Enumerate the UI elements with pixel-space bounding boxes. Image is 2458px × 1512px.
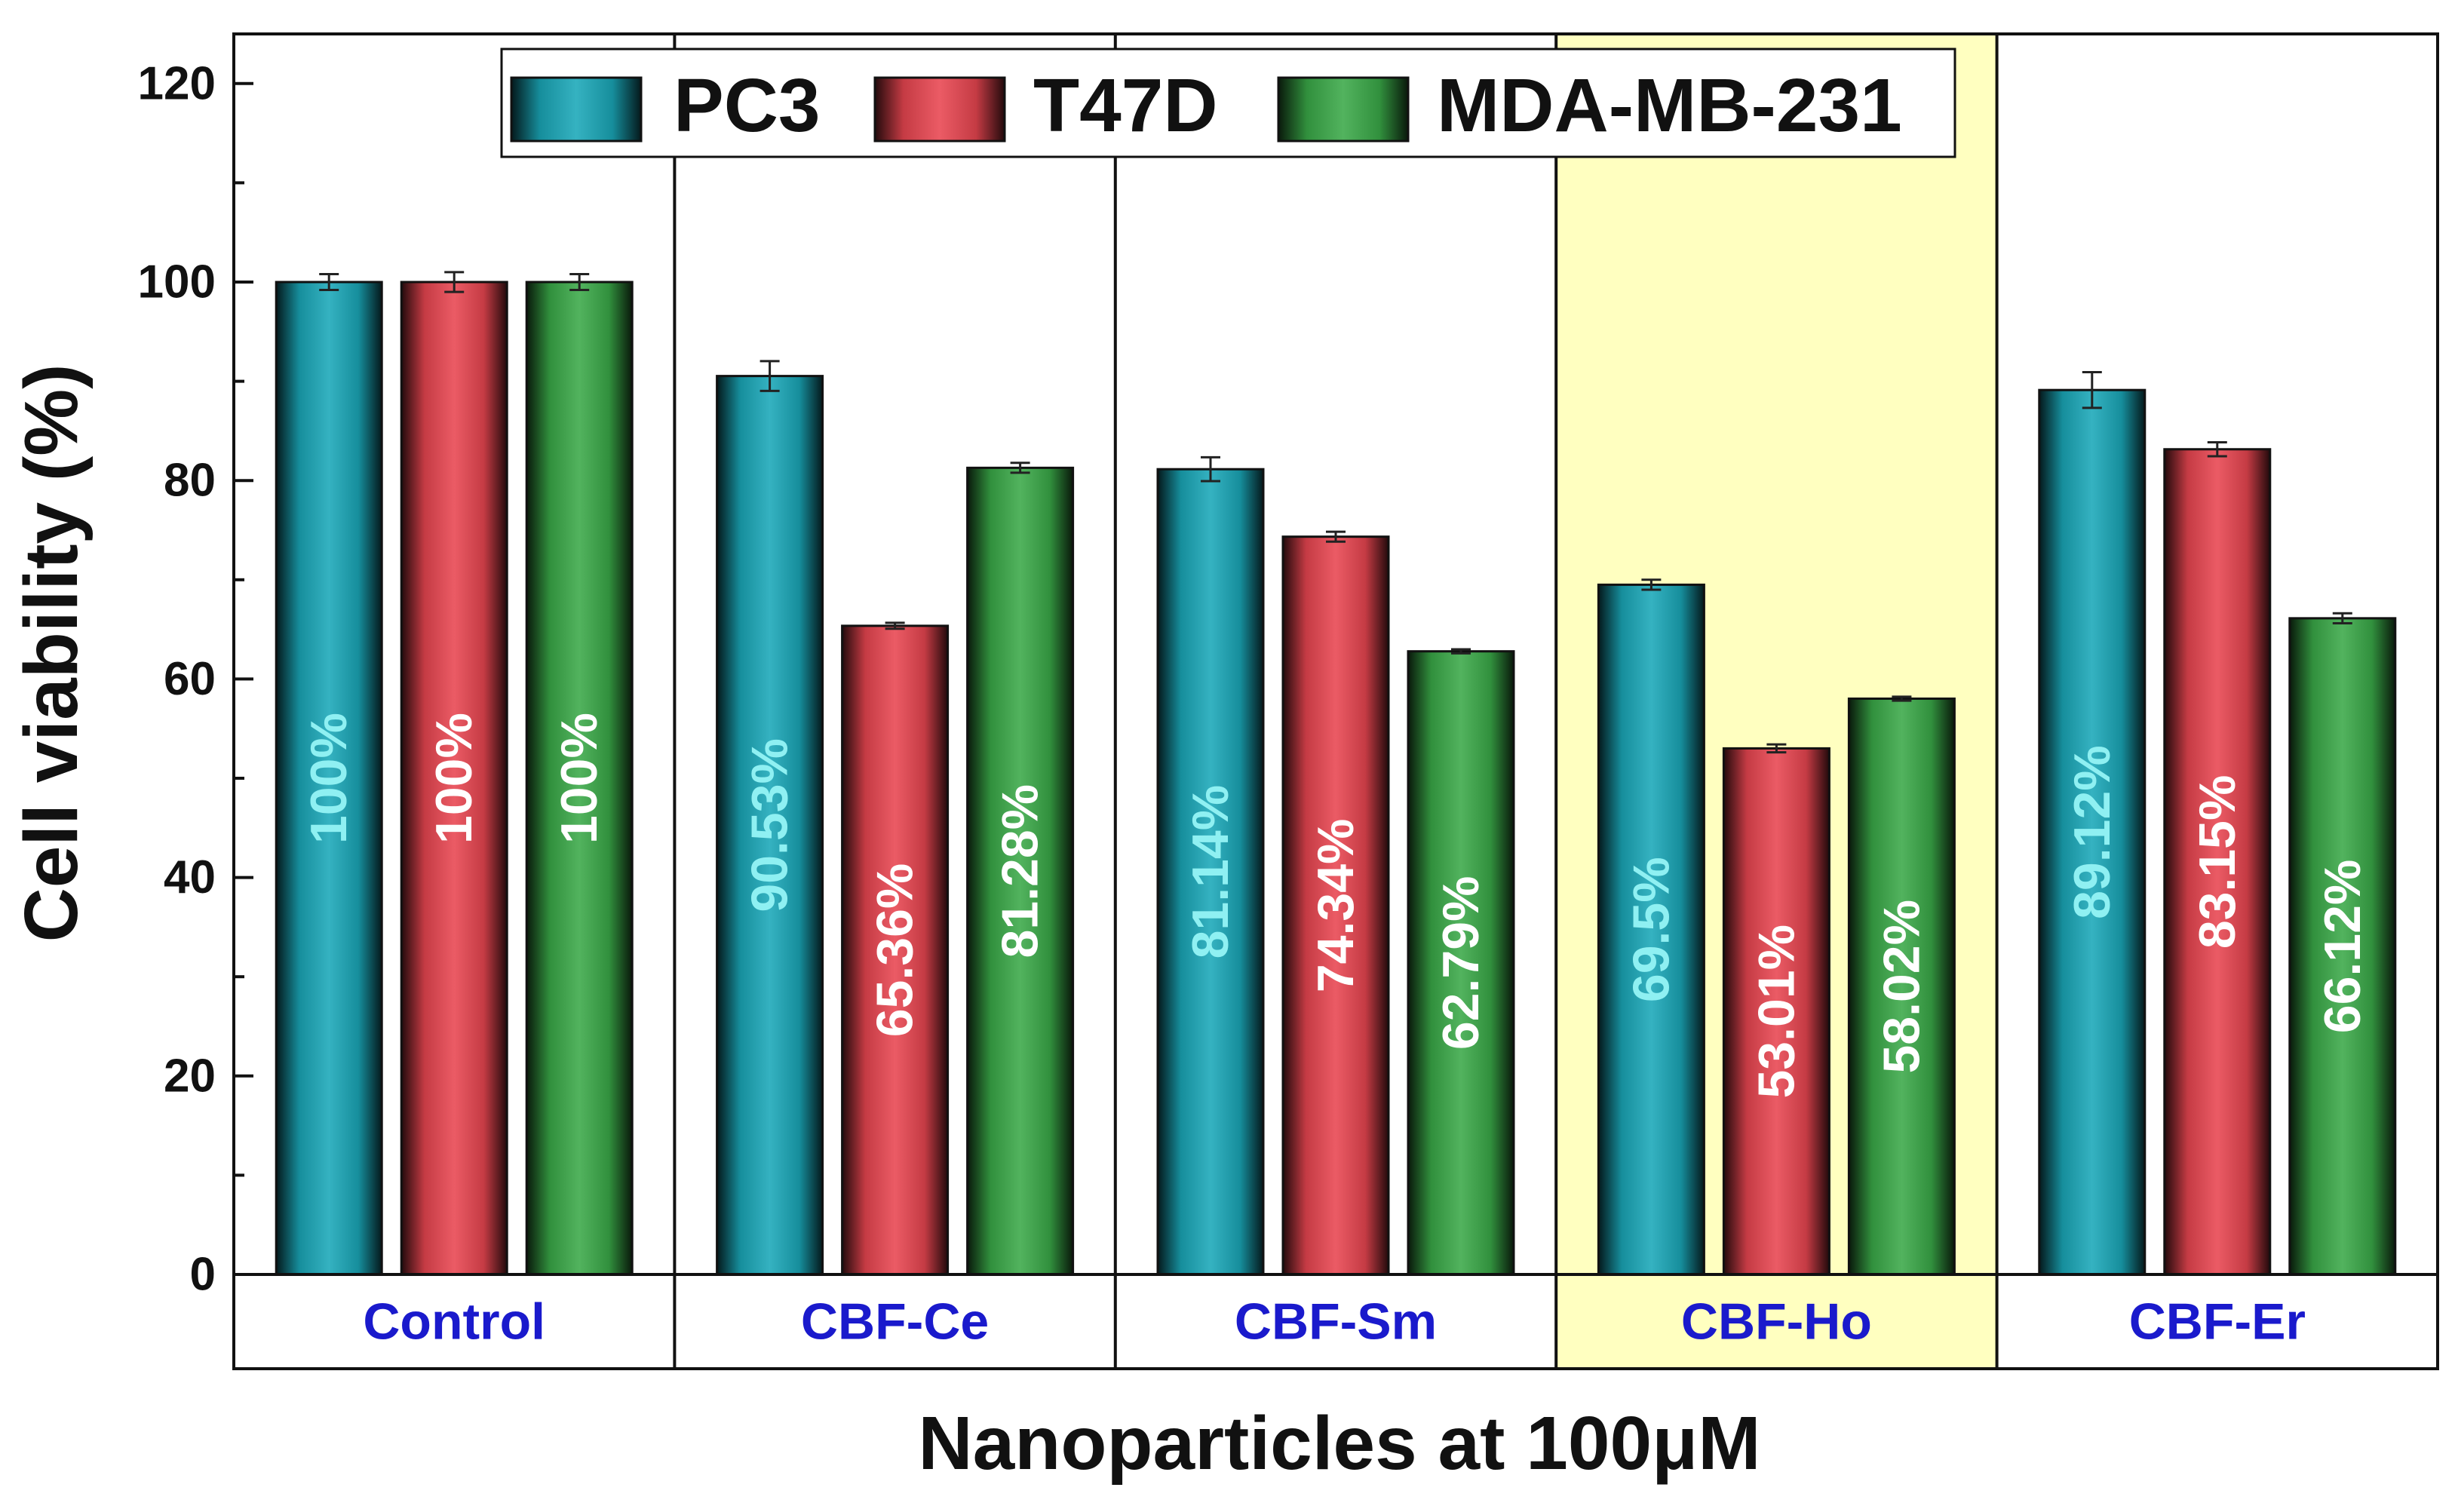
bar-value-label: 62.79%: [1432, 876, 1490, 1050]
legend-label-pc3: PC3: [674, 63, 821, 148]
legend: PC3 T47D MDA-MB-231: [500, 48, 1956, 158]
bar-pc3-control: [275, 281, 383, 1276]
legend-label-t47d: T47D: [1033, 63, 1218, 148]
bar-value-label: 69.5%: [1622, 857, 1680, 1002]
bar-value-label: 58.02%: [1873, 900, 1930, 1074]
category-label-cbf-ce: CBF-Ce: [801, 1293, 989, 1351]
bar-value-label: 74.34%: [1307, 819, 1364, 993]
bars-layer: 100% 100% 100% 90.53% 65.36% 81.28% 81.14% 74.3…: [275, 271, 2397, 1276]
category-label-cbf-ho: CBF-Ho: [1681, 1293, 1872, 1351]
bar-value-label: 100%: [425, 713, 483, 844]
legend-box: [500, 48, 1956, 158]
y-tick-label: 100: [138, 256, 216, 308]
bar-mda-mb-231-cbf-ce: [966, 466, 1075, 1276]
bar-value-label: 66.12%: [2314, 860, 2371, 1034]
y-tick-label: 60: [164, 653, 216, 705]
bar-value-label: 89.12%: [2064, 745, 2121, 919]
legend-swatch-pc3: [510, 76, 643, 143]
axis-layer: 0 20 40 60 80 100 120: [138, 57, 253, 1301]
bar-value-label: 81.28%: [992, 784, 1049, 958]
legend-swatch-mda-mb-231: [1277, 76, 1410, 143]
category-label-cbf-er: CBF-Er: [2129, 1293, 2306, 1351]
x-axis-title: Nanoparticles at 100μM: [918, 1401, 1760, 1486]
y-axis-title: Cell viability (%): [9, 364, 94, 943]
bar-value-label: 90.53%: [741, 738, 799, 912]
bar-t47d-control: [400, 281, 508, 1276]
y-tick-label: 0: [190, 1249, 216, 1301]
y-tick-label: 40: [164, 851, 216, 903]
plot-frame: [232, 32, 2439, 1370]
y-tick-label: 20: [164, 1050, 216, 1102]
bar-pc3-cbf-sm: [1156, 468, 1265, 1276]
y-tick-label: 120: [138, 57, 216, 109]
bar-mda-mb-231-cbf-sm: [1407, 650, 1515, 1276]
legend-label-mda-mb-231: MDA-MB-231: [1437, 63, 1902, 148]
bar-value-label: 65.36%: [867, 863, 924, 1038]
bar-value-label: 83.15%: [2189, 775, 2246, 949]
category-label-control: Control: [363, 1293, 545, 1351]
bar-value-label: 100%: [551, 713, 608, 844]
bar-value-label: 81.14%: [1182, 785, 1239, 959]
y-tick-label: 80: [164, 455, 216, 507]
bar-t47d-cbf-ho: [1722, 747, 1830, 1276]
category-label-cbf-sm: CBF-Sm: [1235, 1293, 1437, 1351]
bar-t47d-cbf-sm: [1281, 535, 1390, 1276]
bar-value-label: 100%: [300, 713, 357, 844]
bar-t47d-cbf-er: [2163, 448, 2272, 1276]
frame-layer: Control CBF-Ce CBF-Sm CBF-Ho CBF-Er: [232, 32, 2439, 1370]
bar-value-label: 53.01%: [1748, 925, 1805, 1099]
legend-swatch-t47d: [873, 76, 1006, 143]
bar-pc3-cbf-ho: [1597, 583, 1705, 1276]
